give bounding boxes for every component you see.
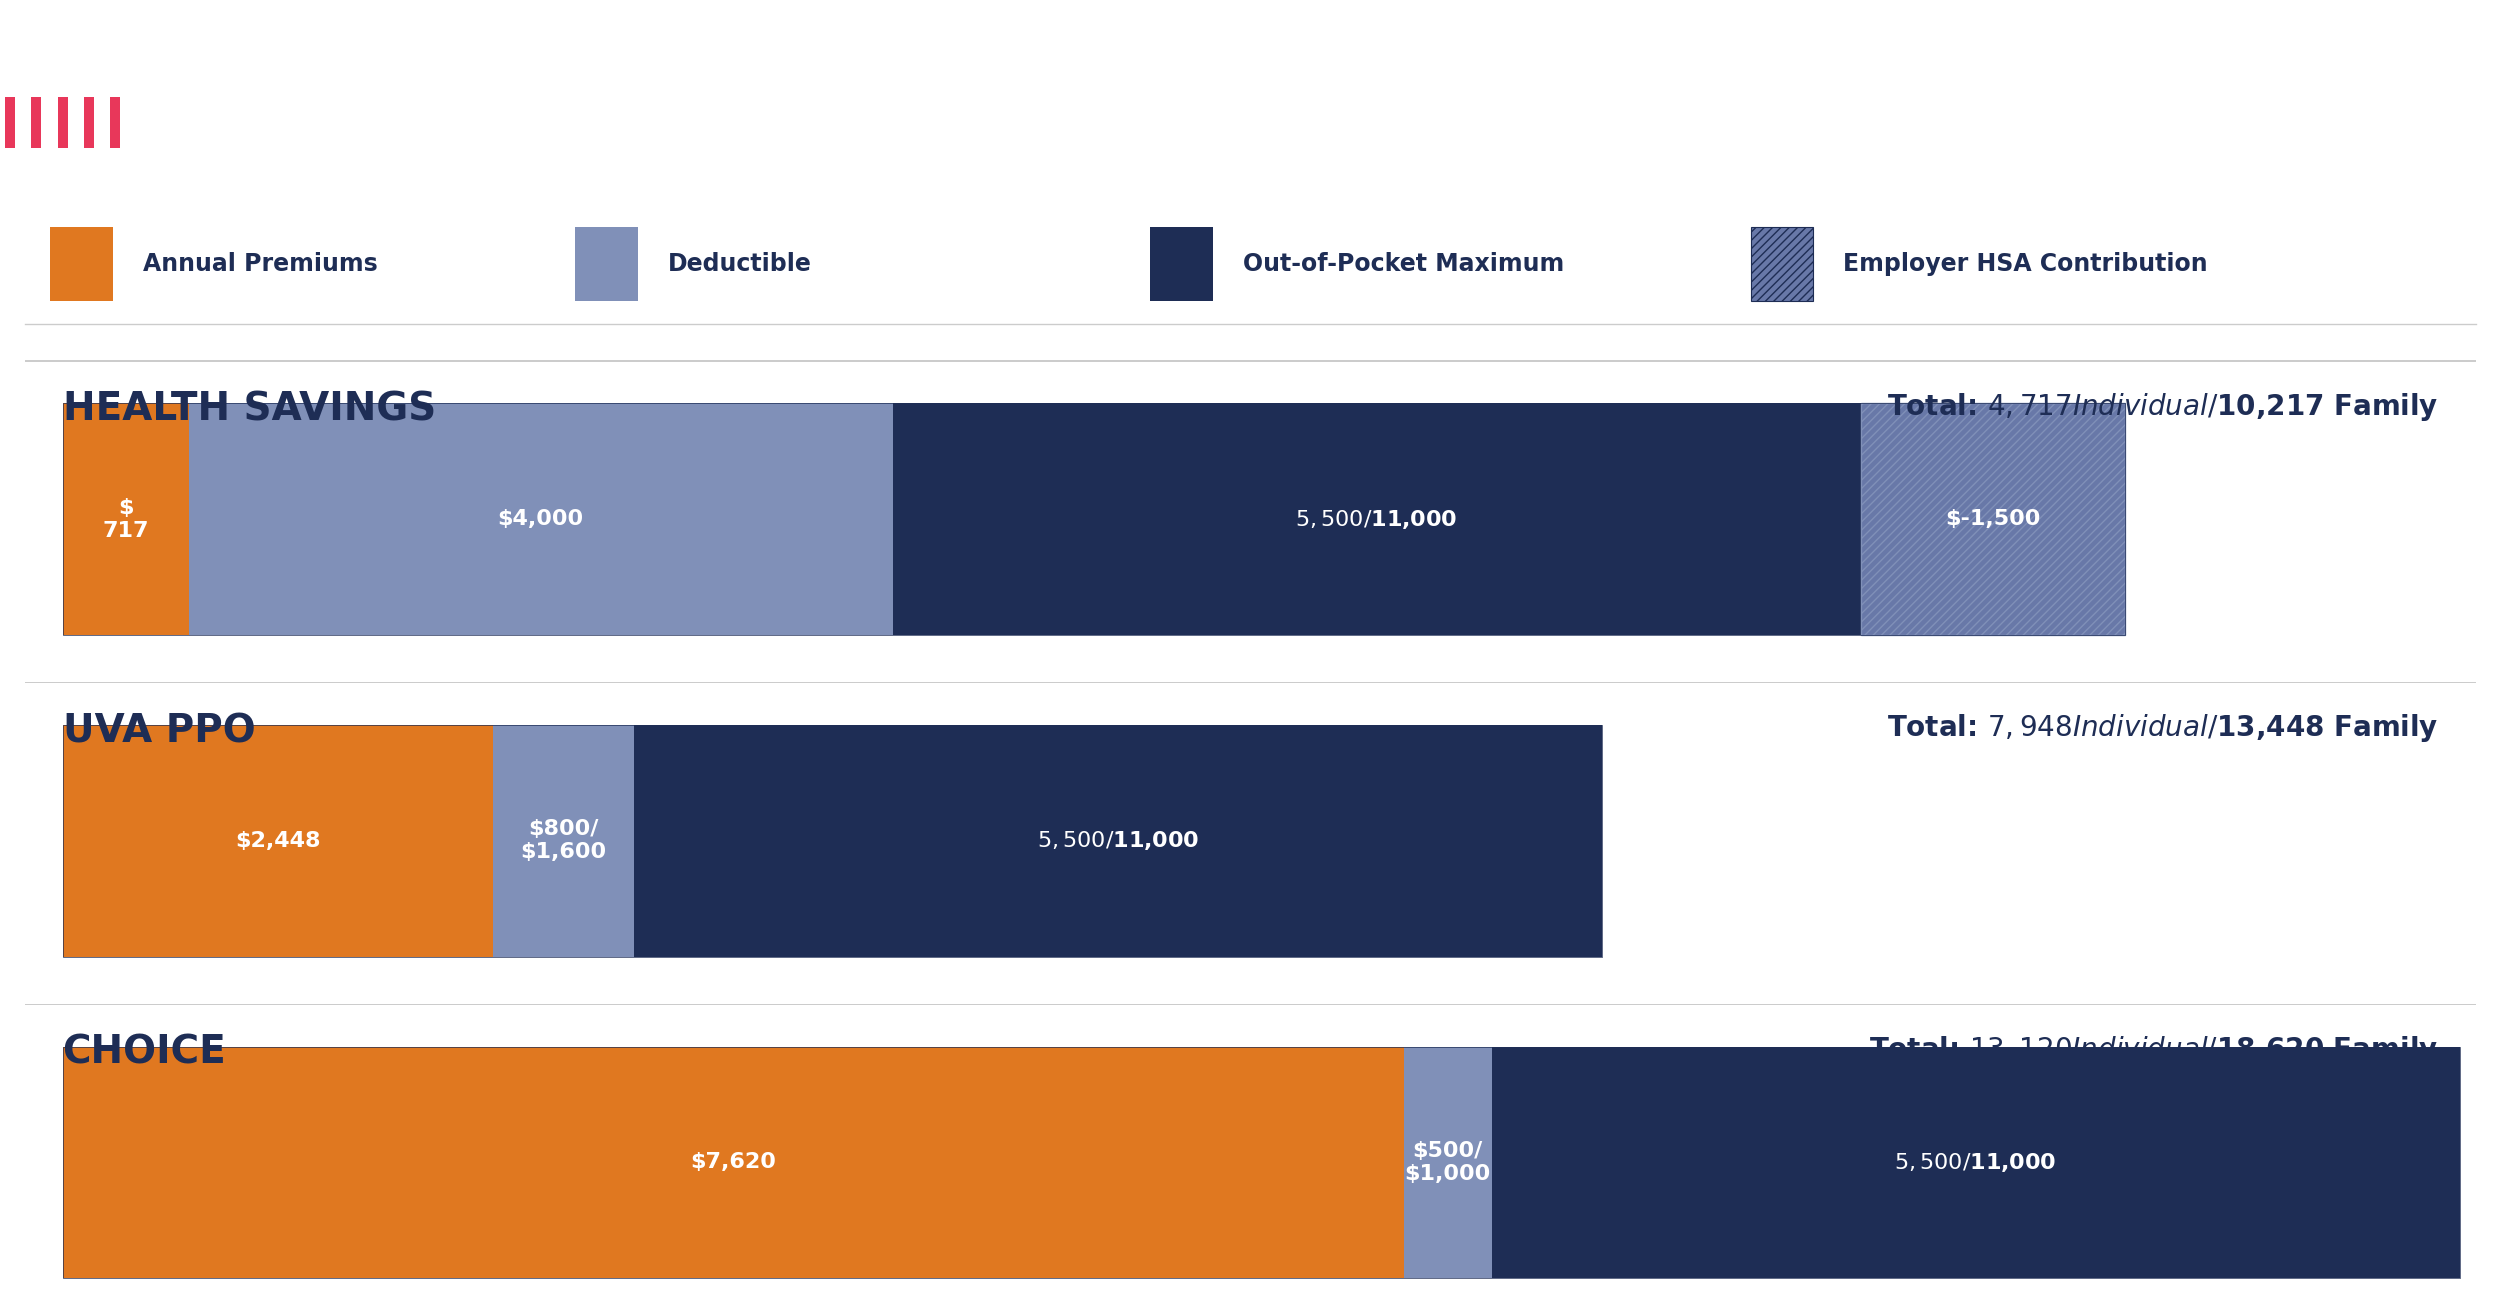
Bar xyxy=(1861,403,2126,635)
Text: Plan Year 2025: Plan Year 2025 xyxy=(2088,80,2438,123)
Text: $-1,500: $-1,500 xyxy=(1946,509,2041,529)
Text: CHOICE: CHOICE xyxy=(63,1034,225,1072)
Bar xyxy=(5,96,15,158)
Bar xyxy=(110,96,120,158)
Text: $7,620: $7,620 xyxy=(690,1153,775,1172)
Bar xyxy=(1751,227,1813,301)
Bar xyxy=(0,180,160,194)
Text: $2,448: $2,448 xyxy=(235,831,320,850)
Bar xyxy=(63,725,493,957)
Text: Out-of-Pocket Maximum: Out-of-Pocket Maximum xyxy=(1243,252,1563,276)
Text: $
717: $ 717 xyxy=(103,498,150,541)
Bar xyxy=(635,725,1603,957)
Text: EMPLOYEE + SPOUSE: EMPLOYEE + SPOUSE xyxy=(785,63,1716,140)
Bar xyxy=(63,1047,2458,1278)
Text: Deductible: Deductible xyxy=(668,252,813,276)
Bar xyxy=(0,91,133,162)
Text: UVAHR: UVAHR xyxy=(155,83,295,119)
Bar xyxy=(1403,1047,1491,1278)
Polygon shape xyxy=(0,30,133,91)
Bar xyxy=(50,227,113,301)
Bar xyxy=(63,403,2126,635)
Text: Employer HSA Contribution: Employer HSA Contribution xyxy=(1843,252,2208,276)
Bar xyxy=(1150,227,1213,301)
Bar xyxy=(575,227,638,301)
Bar xyxy=(30,96,40,158)
Text: $500/
$1,000: $500/ $1,000 xyxy=(1406,1141,1491,1184)
Bar xyxy=(85,96,95,158)
Text: UVA PPO: UVA PPO xyxy=(63,712,255,750)
Text: $5,500/$11,000: $5,500/$11,000 xyxy=(1893,1151,2056,1174)
Bar xyxy=(63,1047,1403,1278)
Bar xyxy=(893,403,1861,635)
Text: Total: $4,717 Individual/$10,217 Family: Total: $4,717 Individual/$10,217 Family xyxy=(1886,390,2438,422)
Bar xyxy=(188,403,893,635)
Bar xyxy=(58,96,68,158)
Text: $5,500/$11,000: $5,500/$11,000 xyxy=(1038,829,1200,853)
Text: HEALTH SAVINGS: HEALTH SAVINGS xyxy=(63,390,435,429)
Bar xyxy=(63,725,1603,957)
Bar xyxy=(1491,1047,2458,1278)
Text: Total: $7,948 Individual/$13,448 Family: Total: $7,948 Individual/$13,448 Family xyxy=(1886,712,2438,745)
Text: $800/
$1,600: $800/ $1,600 xyxy=(520,819,608,862)
Bar xyxy=(0,147,140,162)
Bar xyxy=(63,403,188,635)
Text: $4,000: $4,000 xyxy=(498,509,583,529)
Text: $5,500/$11,000: $5,500/$11,000 xyxy=(1296,507,1458,531)
Text: Total: $13,120 Individual/$18,620 Family: Total: $13,120 Individual/$18,620 Family xyxy=(1868,1034,2438,1065)
Bar xyxy=(0,164,150,177)
Bar xyxy=(493,725,635,957)
Text: Annual Premiums: Annual Premiums xyxy=(143,252,378,276)
